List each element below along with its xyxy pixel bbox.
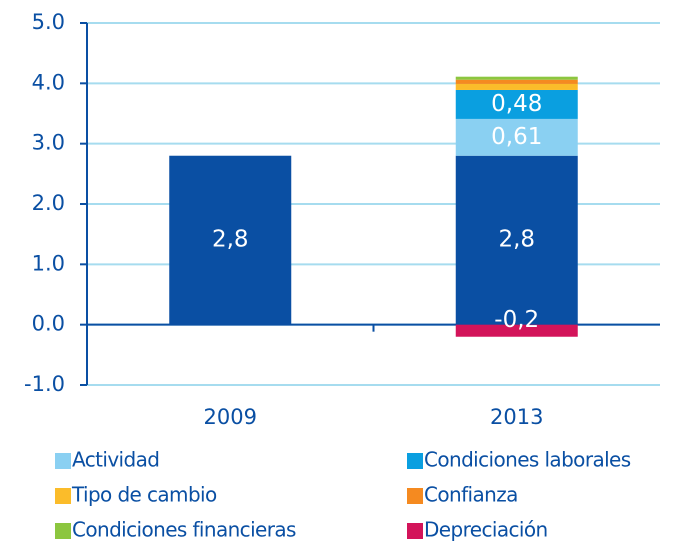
- y-tick-label: 3.0: [32, 131, 65, 155]
- legend-swatch: [407, 523, 423, 539]
- legend-label: Confianza: [424, 483, 518, 507]
- bar-segment: [455, 155, 578, 325]
- y-tick-label: -1.0: [24, 372, 65, 396]
- legend-swatch: [55, 453, 71, 469]
- bar-segment: [455, 76, 578, 80]
- x-tick-label: 2013: [490, 405, 543, 429]
- y-tick-label: 1.0: [32, 251, 65, 275]
- bar-segment: [169, 155, 292, 325]
- value-label: 2,8: [212, 227, 249, 253]
- x-tick-label: 2009: [204, 405, 257, 429]
- legend-swatch: [55, 488, 71, 504]
- legend-label: Condiciones financieras: [72, 518, 296, 542]
- legend-label: Tipo de cambio: [71, 483, 217, 507]
- value-label: 0,61: [491, 124, 542, 150]
- legend-swatch: [407, 453, 423, 469]
- y-tick-label: 2.0: [32, 191, 65, 215]
- y-tick-label: 4.0: [32, 70, 65, 94]
- legend-label: Depreciación: [424, 518, 548, 542]
- legend-swatch: [407, 488, 423, 504]
- legend-label: Actividad: [72, 448, 159, 472]
- bar-segment: [455, 79, 578, 84]
- value-label: 0,48: [491, 91, 542, 117]
- value-label: 2,8: [498, 227, 535, 253]
- bar-segment: [455, 118, 578, 156]
- bar-segment: [455, 324, 578, 337]
- legend-label: Condiciones laborales: [424, 448, 631, 472]
- y-tick-label: 0.0: [32, 312, 65, 336]
- bar-segment: [455, 83, 578, 90]
- value-label: -0,2: [494, 307, 539, 333]
- bar-segment: [455, 89, 578, 119]
- y-tick-label: 5.0: [32, 10, 65, 34]
- legend-swatch: [55, 523, 71, 539]
